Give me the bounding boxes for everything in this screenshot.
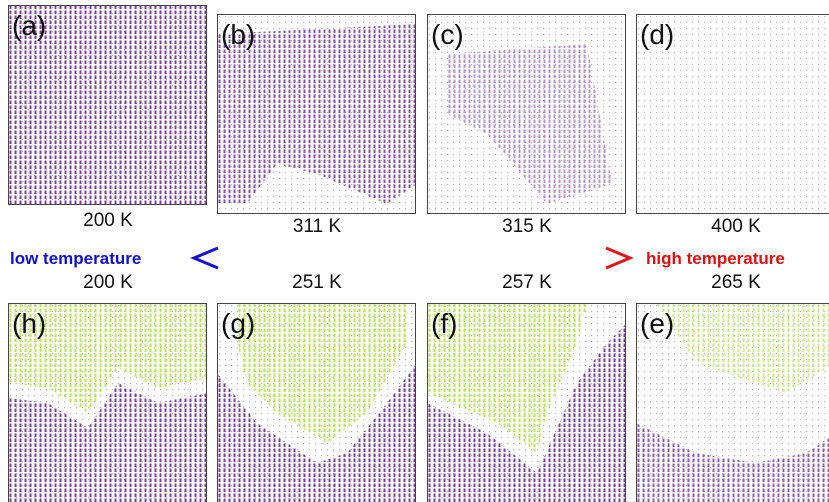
temperature-label: 265 K — [711, 272, 761, 293]
panel: (a) — [8, 5, 208, 205]
panel: (h) — [8, 303, 208, 502]
temperature-label: 200 K — [83, 272, 133, 293]
panel: (c) — [427, 14, 626, 214]
temperature-label: 200 K — [83, 210, 133, 231]
temperature-label: 315 K — [502, 216, 552, 237]
temperature-label: 311 K — [293, 216, 342, 237]
panel-label: (a) — [12, 10, 46, 41]
page: (a) 200 K (b) 311 K (c) 315 K (d) 400 K (h) 200 K… — [0, 0, 829, 502]
low-temperature-label: low temperature — [10, 249, 141, 268]
panel: (g) — [217, 303, 417, 502]
panel: (e) — [636, 303, 829, 502]
panel-label: (d) — [640, 19, 674, 50]
temperature-label: 257 K — [502, 272, 552, 293]
panel-label: (e) — [640, 308, 674, 339]
panel-label: (c) — [431, 19, 464, 50]
panel: (b) — [217, 14, 417, 214]
panel-label: (h) — [12, 308, 46, 339]
panel-label: (g) — [221, 308, 255, 339]
panel: (f) — [427, 303, 627, 502]
panel-label: (b) — [221, 19, 255, 50]
temperature-arrow: low temperature high temperature — [10, 248, 785, 268]
high-temperature-label: high temperature — [646, 249, 785, 268]
temperature-label: 400 K — [711, 216, 761, 237]
panel: (d) — [636, 14, 829, 214]
figure: (a) 200 K (b) 311 K (c) 315 K (d) 400 K (h) 200 K… — [0, 0, 829, 502]
panel-label: (f) — [431, 308, 457, 339]
temperature-label: 251 K — [292, 272, 342, 293]
